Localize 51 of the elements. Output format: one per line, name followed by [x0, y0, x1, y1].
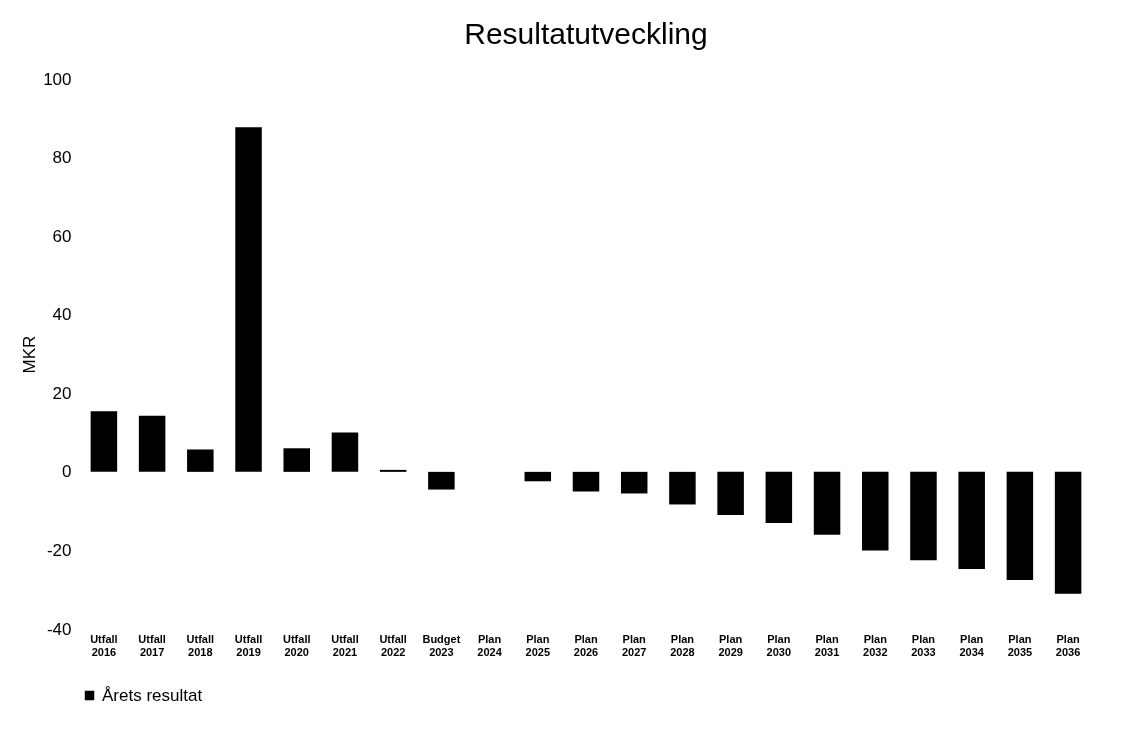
bar [1006, 471, 1034, 580]
x-tick-label: Plan 2031 [814, 632, 840, 658]
y-tick-label: 100 [43, 69, 72, 89]
x-tick-label: Utfall 2021 [331, 632, 359, 658]
bar [187, 449, 214, 472]
legend-label: Årets resultat [102, 685, 203, 705]
y-tick-label: 20 [52, 383, 72, 403]
x-tick-label: Plan 2029 [718, 632, 743, 658]
x-tick-label: Plan 2034 [959, 632, 985, 658]
bar [669, 471, 696, 505]
bar [138, 415, 166, 472]
x-tick-label: Plan 2024 [477, 632, 503, 658]
x-tick-label: Utfall 2016 [90, 632, 118, 658]
bar [813, 471, 841, 535]
bar [862, 471, 889, 551]
bar [90, 411, 118, 472]
x-tick-label: Plan 2032 [863, 632, 888, 658]
y-tick-label: -40 [46, 619, 72, 639]
bar [235, 127, 262, 472]
y-axis-title: MKR [20, 335, 40, 374]
x-tick-label: Utfall 2018 [186, 632, 215, 658]
x-tick-label: Plan 2026 [573, 632, 599, 658]
y-tick-label: 0 [62, 462, 72, 482]
x-tick-label: Utfall 2017 [138, 632, 166, 658]
bar [765, 471, 793, 523]
bar [958, 471, 985, 569]
bar [524, 471, 552, 482]
x-tick-label: Plan 2030 [766, 632, 792, 658]
x-tick-label: Utfall 2020 [282, 632, 311, 658]
x-tick-label: Utfall 2022 [379, 632, 407, 658]
bar [910, 471, 937, 561]
bar [331, 432, 359, 472]
x-tick-label: Plan 2025 [525, 632, 551, 658]
chart-title: Resultatutveckling [464, 17, 708, 50]
bar [620, 471, 648, 494]
x-tick-label: Plan 2028 [670, 632, 695, 658]
y-tick-label: 40 [52, 305, 72, 325]
x-tick-label: Plan 2035 [1007, 632, 1033, 658]
y-tick-label: 60 [52, 226, 72, 246]
x-tick-label: Plan 2027 [621, 632, 647, 658]
x-tick-label: Plan 2033 [911, 632, 936, 658]
x-tick-label: Budget 2023 [422, 632, 461, 658]
bar [572, 471, 600, 492]
x-tick-label: Utfall 2019 [234, 632, 263, 658]
bar [717, 471, 744, 516]
y-tick-label: 80 [52, 148, 72, 168]
bar [428, 471, 455, 490]
x-tick-label: Plan 2036 [1055, 632, 1081, 658]
bar [283, 448, 310, 472]
y-tick-label: -20 [46, 540, 72, 560]
bar [1054, 471, 1082, 594]
